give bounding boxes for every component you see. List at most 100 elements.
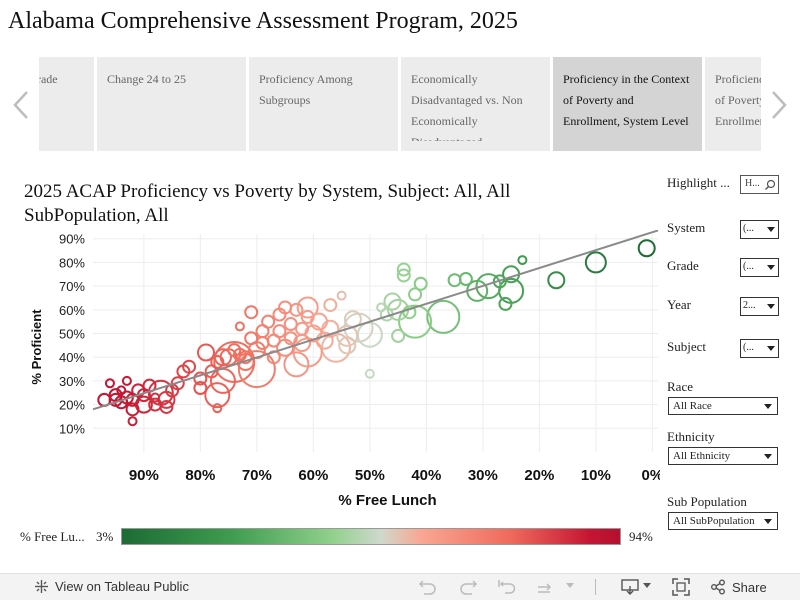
- data-point: [193, 381, 208, 396]
- data-point: [116, 385, 127, 396]
- y-tick-label: 80%: [59, 255, 85, 270]
- y-axis-title: % Proficient: [29, 309, 44, 385]
- y-tick-label: 20%: [59, 398, 85, 413]
- year-select[interactable]: 2...: [740, 297, 779, 316]
- race-label: Race: [667, 379, 693, 394]
- revert-icon[interactable]: [497, 578, 517, 596]
- data-point: [458, 272, 473, 287]
- system-select[interactable]: (...: [740, 220, 779, 239]
- caret-down-icon[interactable]: [642, 582, 652, 590]
- share-icon: [711, 579, 725, 595]
- data-point: [121, 375, 132, 386]
- grade-value: (...: [743, 261, 754, 272]
- ethnicity-select[interactable]: All Ethnicity: [668, 447, 778, 465]
- tableau-toolbar: View on Tableau Public Share: [0, 573, 800, 600]
- data-point: [396, 268, 411, 283]
- data-point: [204, 382, 231, 409]
- data-point: [402, 305, 417, 320]
- subject-select[interactable]: (...: [740, 339, 779, 358]
- data-point: [336, 290, 347, 301]
- x-tick-label: 0%: [642, 467, 660, 484]
- data-point: [447, 273, 462, 288]
- data-point: [547, 271, 566, 290]
- y-tick-label: 70%: [59, 279, 85, 294]
- caret-down-icon: [764, 519, 772, 524]
- x-tick-label: 20%: [524, 467, 554, 484]
- tabs-next-button[interactable]: [767, 88, 791, 122]
- scatter-chart[interactable]: 10% 20% 30% 40% 50% 60% 70% 80% 90% 90% 80% 70% 60% 5…: [0, 230, 660, 520]
- tab-grade-subject[interactable]: Proficiency by Grade Subject, All: [39, 57, 94, 151]
- view-on-tableau-label: View on Tableau Public: [55, 579, 189, 594]
- undo-icon[interactable]: [418, 578, 438, 596]
- highlight-placeholder: H...: [745, 178, 760, 189]
- tab-econ-disadvantaged[interactable]: Economically Disadvantaged vs. Non Econo…: [401, 57, 550, 151]
- share-button[interactable]: Share: [710, 579, 767, 595]
- share-label: Share: [732, 579, 767, 595]
- data-point: [255, 336, 270, 350]
- data-point: [234, 321, 245, 332]
- data-point: [204, 364, 219, 379]
- color-legend-title: % Free Lu...: [20, 529, 85, 544]
- caret-down-icon: [764, 454, 772, 459]
- tab-subgroups[interactable]: Proficiency Among Subgroups: [249, 57, 398, 151]
- data-point: [266, 333, 281, 348]
- data-point: [296, 296, 319, 319]
- data-point: [323, 298, 338, 313]
- data-point: [338, 336, 357, 355]
- refresh-icon[interactable]: [535, 578, 555, 596]
- y-tick-label: 30%: [59, 374, 85, 389]
- highlight-search-input[interactable]: H...: [740, 175, 779, 194]
- data-point: [637, 239, 656, 258]
- color-legend-max: 94%: [629, 529, 653, 544]
- tab-label: Economically Disadvantaged vs. Non Econo…: [411, 72, 523, 141]
- x-tick-label: 90%: [129, 467, 159, 484]
- x-tick-label: 30%: [468, 467, 498, 484]
- data-point: [283, 351, 310, 378]
- caret-down-icon: [767, 227, 775, 232]
- race-select[interactable]: All Race: [668, 397, 778, 415]
- x-tick-label: 70%: [242, 467, 272, 484]
- y-tick-label: 90%: [59, 232, 85, 247]
- tab-change[interactable]: Change 24 to 25: [97, 57, 246, 151]
- chart-title: 2025 ACAP Proficiency vs Poverty by Syst…: [24, 181, 511, 226]
- chevron-right-icon: [772, 91, 787, 119]
- data-point: [498, 296, 513, 311]
- subject-value: (...: [743, 342, 754, 353]
- grade-select[interactable]: (...: [740, 258, 779, 277]
- data-point: [300, 309, 315, 324]
- redo-icon[interactable]: [458, 578, 478, 596]
- subpop-label: Sub Population: [667, 494, 747, 509]
- search-icon: [765, 179, 776, 190]
- data-point: [148, 397, 163, 412]
- caret-down-icon: [764, 404, 772, 409]
- caret-down-icon[interactable]: [565, 582, 575, 590]
- tab-label: Proficiency in the Context of Poverty an…: [563, 72, 690, 128]
- data-point: [391, 328, 406, 343]
- tabs-prev-button[interactable]: [9, 88, 33, 122]
- data-point: [104, 378, 115, 389]
- download-icon[interactable]: [620, 578, 640, 596]
- trend-line: [92, 230, 659, 411]
- fullscreen-icon[interactable]: [672, 578, 690, 596]
- data-point: [408, 287, 423, 302]
- caret-down-icon: [767, 265, 775, 270]
- tab-poverty-school[interactable]: Proficiency in the Context of Poverty an…: [705, 57, 761, 151]
- data-point: [283, 317, 298, 332]
- x-tick-label: 10%: [581, 467, 611, 484]
- dashboard-title: Alabama Comprehensive Assessment Program…: [8, 8, 518, 34]
- data-point: [237, 350, 276, 389]
- tab-poverty-system[interactable]: Proficiency in the Context of Poverty an…: [553, 57, 702, 151]
- tab-label: Proficiency by Grade Subject, All: [39, 72, 58, 86]
- data-point: [517, 255, 528, 266]
- x-tick-label: 80%: [185, 467, 215, 484]
- year-label: Year: [667, 297, 691, 312]
- subpop-select[interactable]: All SubPopulation: [668, 512, 778, 530]
- subpop-value: All SubPopulation: [673, 515, 755, 527]
- data-point: [283, 331, 298, 346]
- data-point: [383, 292, 402, 311]
- tab-label: Change 24 to 25: [107, 72, 186, 86]
- y-tick-label: 40%: [59, 350, 85, 365]
- data-point: [255, 324, 270, 339]
- view-on-tableau-link[interactable]: View on Tableau Public: [34, 579, 189, 594]
- data-point: [398, 304, 433, 339]
